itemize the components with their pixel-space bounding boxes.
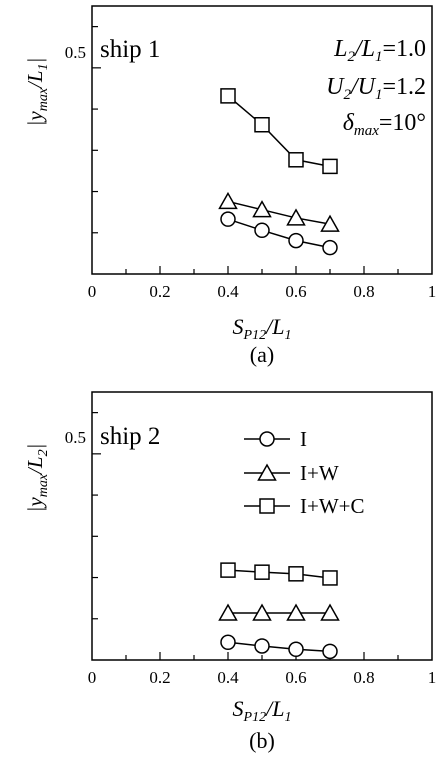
legend-marker-triangle [257, 463, 277, 481]
data-point-triangle [320, 603, 340, 621]
legend-label-iw: I+W [300, 461, 339, 485]
x-tick-label: 0.4 [217, 282, 239, 301]
x-tick-label: 0.8 [353, 668, 374, 687]
data-point-circle [254, 222, 270, 239]
series-line-i-w-c [227, 95, 331, 168]
data-point-square [254, 564, 270, 580]
data-point-triangle [286, 208, 306, 226]
data-point-square [322, 158, 338, 175]
x-tick-labels: 0 0.2 0.4 0.6 0.8 1 [88, 282, 437, 301]
data-point-triangle [252, 200, 272, 218]
x-tick-label: 0.8 [353, 282, 374, 301]
y-axis-label: |ymax/L2| [23, 444, 51, 513]
series-group [218, 562, 340, 660]
data-point-circle [288, 641, 304, 658]
panel-title: ship 1 [100, 36, 160, 63]
legend: I I+W I+W+C [244, 427, 365, 518]
panel-label: (a) [250, 342, 274, 367]
x-tick-label: 0 [88, 668, 97, 687]
data-point-circle [322, 643, 338, 660]
legend-marker-circle [259, 431, 275, 447]
x-tick-labels: 0 0.2 0.4 0.6 0.8 1 [88, 668, 437, 687]
data-point-triangle [218, 191, 238, 210]
data-point-circle [322, 239, 338, 256]
series-line-i [227, 218, 331, 249]
panel-label: (b) [249, 728, 275, 753]
data-point-triangle [252, 603, 272, 621]
series-line-i [227, 641, 331, 653]
series-line-i-w [227, 200, 331, 225]
data-point-circle [220, 211, 236, 227]
data-point-triangle [286, 603, 306, 621]
x-tick-label: 0.6 [285, 282, 306, 301]
x-tick-label: 0.2 [149, 282, 170, 301]
y-axis-label: |ymax/L1| [23, 58, 51, 127]
data-point-square [322, 570, 338, 586]
axis-ticks [92, 26, 399, 274]
x-tick-label: 0.2 [149, 668, 170, 687]
annotation-speed-ratio: U2/U1=1.2 [326, 74, 426, 103]
legend-label-iwc: I+W+C [300, 494, 365, 518]
x-tick-label: 0.6 [285, 668, 306, 687]
annotation-rudder-angle: δmax=10° [343, 110, 426, 139]
data-point-square [288, 152, 304, 168]
x-axis-label: SP12/L1 [233, 314, 292, 343]
y-tick-label: 0.5 [65, 428, 86, 447]
data-point-triangle [320, 214, 340, 232]
y-tick-label: 0.5 [65, 43, 86, 62]
panel-b: 0.5 0 0.2 0.4 0.6 0.8 1 ship 2 I I+W I+W… [23, 391, 437, 753]
panel-title: ship 2 [100, 423, 160, 450]
series-line-i-w-c [227, 569, 331, 579]
x-axis-label: SP12/L1 [233, 696, 292, 725]
legend-label-i: I [300, 427, 307, 451]
x-tick-label: 0 [88, 282, 97, 301]
data-point-square [220, 88, 236, 104]
series-group [218, 88, 340, 256]
data-point-square [288, 566, 304, 582]
x-tick-label: 1 [428, 668, 437, 687]
x-tick-label: 1 [428, 282, 437, 301]
legend-marker-square [259, 498, 275, 514]
data-point-circle [220, 634, 236, 651]
data-point-square [220, 562, 236, 578]
data-point-circle [254, 638, 270, 654]
annotation-length-ratio: L2/L1=1.0 [333, 36, 426, 65]
x-tick-label: 0.4 [217, 668, 239, 687]
data-point-circle [288, 232, 304, 249]
data-point-triangle [218, 603, 238, 621]
panel-a: 0.5 0 0.2 0.4 0.6 0.8 1 ship 1 L2/L1=1.0… [23, 5, 437, 367]
data-point-square [254, 116, 270, 133]
